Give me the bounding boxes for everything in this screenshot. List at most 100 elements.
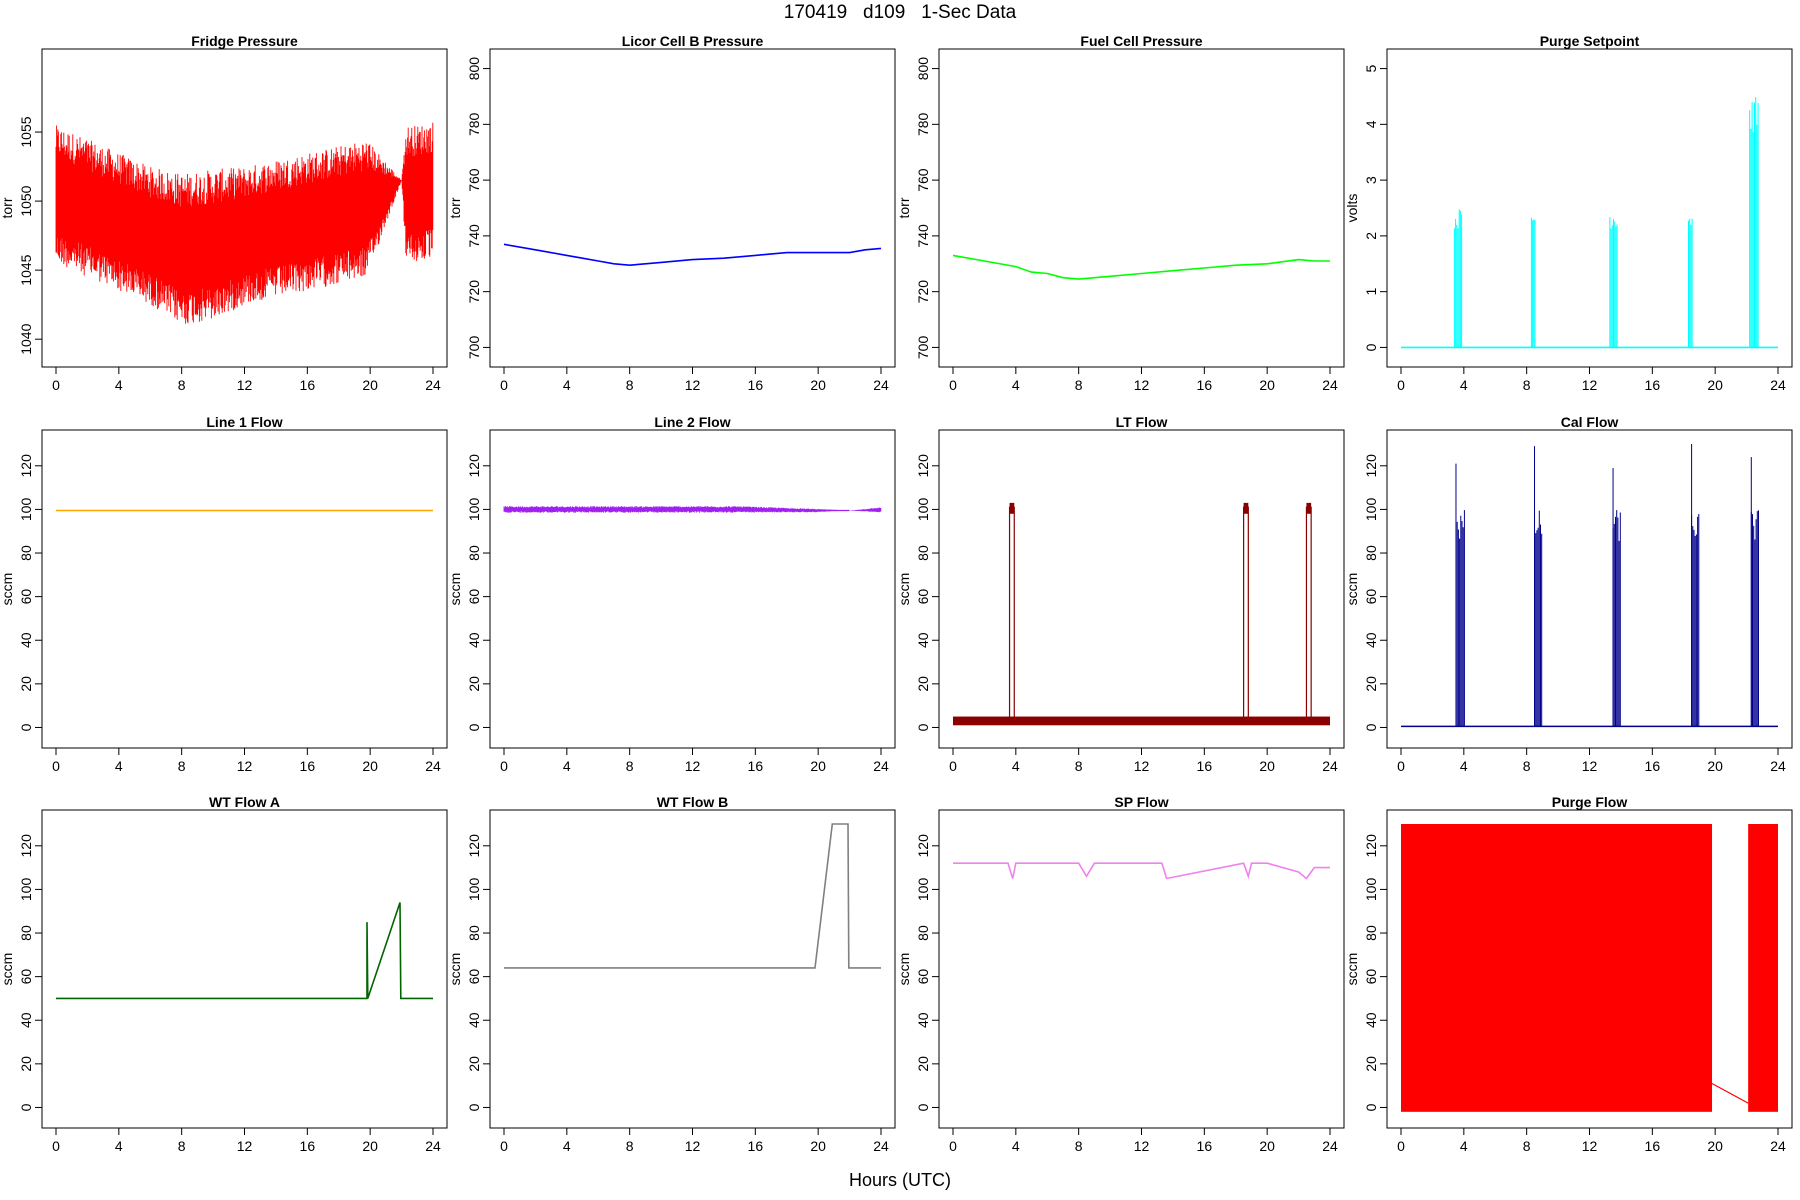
plot-frame (41, 48, 448, 368)
chart-panel: Licor Cell B Pressure torr 0 4 8 12 16 20 24 700 7… (447, 33, 896, 393)
x-tick-label: 16 (300, 758, 316, 774)
x-tick-label: 20 (810, 758, 826, 774)
pulse-cap (1306, 502, 1312, 514)
y-tick-label: 1045 (18, 254, 34, 285)
plot-frame (489, 429, 896, 749)
x-tick-label: 16 (748, 758, 764, 774)
y-tick-label: 120 (1363, 454, 1379, 478)
x-tick-label: 4 (563, 758, 571, 774)
x-tick-label: 4 (563, 1138, 571, 1154)
x-tick-label: 20 (1707, 1138, 1723, 1154)
x-tick-label: 24 (1770, 758, 1786, 774)
y-tick-label: 800 (915, 57, 931, 81)
chart-panel: SP Flow sccm 0 4 8 12 16 20 24 0 20 40 60 80 100 120 (896, 794, 1345, 1154)
x-tick-label: 8 (178, 758, 186, 774)
x-tick-label: 8 (1075, 377, 1083, 393)
y-tick-label: 3 (1363, 176, 1379, 184)
y-tick-label: 4 (1363, 120, 1379, 128)
series-line (56, 902, 433, 1000)
y-tick-label: 0 (466, 1103, 482, 1111)
plot-frame (489, 48, 896, 368)
y-tick-label: 720 (466, 280, 482, 304)
chart-title: LT Flow (1116, 414, 1168, 430)
pulse (1749, 97, 1759, 348)
y-tick-label: 20 (466, 1056, 482, 1072)
x-tick-label: 8 (178, 377, 186, 393)
y-tick-label: 80 (915, 545, 931, 561)
series-line (953, 862, 1330, 880)
x-tick-label: 4 (115, 758, 123, 774)
x-tick-label: 4 (1012, 377, 1020, 393)
x-tick-label: 0 (52, 1138, 60, 1154)
y-tick-label: 60 (18, 969, 34, 985)
y-tick-label: 40 (915, 632, 931, 648)
x-tick-label: 24 (1322, 758, 1338, 774)
plot-frame (41, 429, 448, 749)
plot-area (952, 254, 1330, 280)
y-tick-label: 120 (18, 834, 34, 858)
x-tick-label: 12 (685, 377, 701, 393)
y-tick-label: 0 (18, 1103, 34, 1111)
x-tick-label: 8 (1523, 758, 1531, 774)
x-tick-label: 20 (1259, 377, 1275, 393)
x-tick-label: 20 (1707, 377, 1723, 393)
chart-panel: Fuel Cell Pressure torr 0 4 8 12 16 20 24 700 720 7… (896, 33, 1345, 393)
x-tick-label: 4 (115, 1138, 123, 1154)
chart-panel: WT Flow A sccm 0 4 8 12 16 20 24 0 20 40 60 80 100 120 (0, 794, 448, 1154)
series-band (503, 506, 882, 513)
plot-frame (1386, 48, 1793, 368)
x-tick-label: 20 (810, 1138, 826, 1154)
x-tick-label: 8 (626, 1138, 634, 1154)
y-tick-label: 120 (18, 454, 34, 478)
y-axis-label: sccm (0, 953, 15, 986)
x-tick-label: 24 (1770, 1138, 1786, 1154)
y-tick-label: 100 (915, 498, 931, 522)
y-tick-label: 60 (1363, 969, 1379, 985)
x-tick-label: 4 (1460, 377, 1468, 393)
y-tick-label: 20 (915, 1056, 931, 1072)
y-axis-label: torr (0, 197, 15, 218)
y-tick-label: 40 (1363, 1012, 1379, 1028)
y-tick-label: 2 (1363, 232, 1379, 240)
y-tick-label: 100 (915, 878, 931, 902)
x-tick-label: 4 (1460, 1138, 1468, 1154)
plot-area (953, 862, 1330, 880)
y-tick-label: 60 (466, 969, 482, 985)
chart-panel: Fridge Pressure torr 0 4 8 12 16 20 24 1040 1045 10… (0, 33, 448, 393)
y-tick-label: 60 (1363, 589, 1379, 605)
y-axis-label: sccm (896, 953, 912, 986)
series-line (503, 243, 882, 267)
x-tick-label: 4 (115, 377, 123, 393)
x-tick-label: 12 (685, 1138, 701, 1154)
x-tick-label: 24 (1770, 377, 1786, 393)
pulse (1455, 510, 1465, 727)
y-tick-label: 120 (915, 834, 931, 858)
y-tick-label: 100 (466, 878, 482, 902)
chart-title: Purge Setpoint (1540, 33, 1640, 49)
y-tick-label: 60 (18, 589, 34, 605)
y-tick-label: 700 (466, 336, 482, 360)
x-tick-label: 24 (425, 758, 441, 774)
x-tick-label: 20 (362, 758, 378, 774)
chart-panel: LT Flow sccm 0 4 8 12 16 20 24 0 20 40 60 80 100 120 (896, 414, 1345, 774)
pulse (1691, 514, 1700, 727)
plot-area (55, 122, 434, 324)
y-tick-label: 740 (915, 224, 931, 248)
y-tick-label: 5 (1363, 64, 1379, 72)
chart-panel: Cal Flow sccm 0 4 8 12 16 20 24 0 20 40 60 80 100 120 (1344, 414, 1793, 774)
x-tick-label: 12 (237, 377, 253, 393)
chart-title: Cal Flow (1561, 414, 1619, 430)
pulse (1453, 209, 1463, 348)
x-tick-label: 12 (237, 758, 253, 774)
y-tick-label: 80 (18, 925, 34, 941)
x-tick-label: 24 (1322, 377, 1338, 393)
x-tick-label: 8 (1075, 1138, 1083, 1154)
x-tick-label: 0 (500, 377, 508, 393)
chart-title: Fridge Pressure (191, 33, 298, 49)
chart-title: Fuel Cell Pressure (1080, 33, 1202, 49)
chart-panel: WT Flow B sccm 0 4 8 12 16 20 24 0 20 40 60 80 100 120 (447, 794, 896, 1154)
chart-title: SP Flow (1114, 794, 1168, 810)
y-tick-label: 760 (466, 168, 482, 192)
y-tick-label: 120 (1363, 834, 1379, 858)
x-tick-label: 8 (626, 758, 634, 774)
